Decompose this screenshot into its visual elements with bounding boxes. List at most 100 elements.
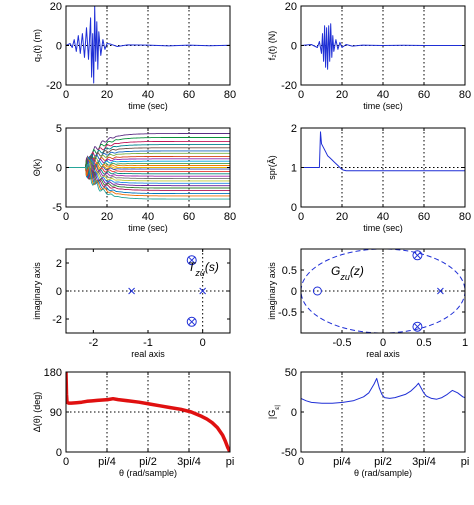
plot-area: [301, 377, 465, 404]
plot-area: [66, 372, 230, 452]
plot-area: [128, 255, 207, 327]
y-axis-label: q₂(t) (m): [32, 29, 42, 62]
x-tick-label: 0: [298, 211, 304, 223]
x-tick-label: pi/2: [374, 456, 392, 468]
x-tick-label: 20: [101, 211, 113, 223]
x-tick-label: pi/4: [98, 456, 116, 468]
annotation: Tzu(s): [188, 260, 219, 278]
x-tick-label: -0.5: [333, 337, 352, 349]
x-tick-label: 3pi/4: [177, 456, 201, 468]
pole-marker: [199, 287, 207, 295]
y-tick-label: -5: [52, 202, 62, 214]
y-tick-label: 0: [56, 41, 62, 53]
x-axis-label: time (sec): [363, 223, 403, 233]
x-axis-label: real axis: [366, 349, 400, 359]
series-line: [66, 137, 230, 169]
pole-marker: [414, 323, 421, 331]
y-tick-label: 0: [291, 41, 297, 53]
y-tick-label: 5: [56, 123, 62, 135]
x-tick-label: 60: [183, 211, 195, 223]
x-tick-label: 20: [101, 89, 113, 101]
x-tick-label: 80: [224, 89, 236, 101]
x-tick-label: 60: [418, 211, 430, 223]
series-line: [66, 161, 230, 177]
x-tick-label: 80: [459, 89, 471, 101]
plot-area: [66, 133, 230, 200]
x-tick-label: 40: [377, 211, 389, 223]
chart-p7: 0 pi/4 pi/2 3pi/4 pi 180 90 0 θ (rad/sample) Δ(θ)…: [32, 367, 234, 478]
y-tick-label: 0: [56, 447, 62, 459]
x-tick-label: 0: [380, 337, 386, 349]
plot-area: [301, 23, 465, 70]
chart-p6: -0.5 0 0.5 1 0.5 0 -0.5 real axis imaginary axis…: [267, 248, 468, 359]
x-axis-label: θ (rad/sample): [119, 468, 177, 478]
x-tick-label: 80: [224, 211, 236, 223]
x-tick-label: 0: [63, 211, 69, 223]
y-axis-label: f₂(t) (N): [267, 31, 277, 60]
y-tick-label: 2: [56, 258, 62, 270]
zero-marker: [186, 255, 197, 266]
plot-area: [301, 131, 465, 172]
x-tick-label: 20: [336, 89, 348, 101]
y-tick-label: 1: [291, 163, 297, 175]
y-tick-label: 90: [50, 407, 62, 419]
y-tick-label: 0: [56, 163, 62, 175]
series-line: [301, 23, 465, 70]
y-tick-label: 0.5: [282, 265, 297, 277]
x-tick-label: 3pi/4: [412, 456, 436, 468]
series-line: [66, 162, 230, 182]
series-line: [66, 159, 230, 189]
zero-marker: [186, 316, 197, 327]
series-line: [66, 158, 230, 175]
pole-marker: [414, 251, 421, 259]
series-line: [66, 158, 230, 177]
x-axis-label: time (sec): [128, 101, 168, 111]
x-tick-label: pi: [226, 456, 235, 468]
y-tick-label: 0: [291, 286, 297, 298]
x-tick-label: pi: [461, 456, 470, 468]
x-tick-label: -2: [88, 337, 98, 349]
x-tick-label: 0: [298, 89, 304, 101]
y-axis-label: |Gε|: [267, 405, 281, 419]
x-tick-label: 40: [377, 89, 389, 101]
y-tick-label: 20: [50, 1, 62, 13]
x-axis-label: θ (rad/sample): [354, 468, 412, 478]
x-tick-label: 0.5: [416, 337, 431, 349]
y-axis-label: imaginary axis: [32, 262, 42, 320]
x-tick-label: 80: [459, 211, 471, 223]
x-axis-label: real axis: [131, 349, 165, 359]
cropped-caption-strip: [0, 496, 474, 505]
y-tick-label: 0: [291, 202, 297, 214]
x-tick-label: 0: [298, 456, 304, 468]
pole-marker: [128, 287, 135, 295]
x-tick-label: 0: [63, 89, 69, 101]
zero-marker: [412, 321, 423, 332]
pole-marker: [188, 318, 196, 326]
series-line: [301, 377, 465, 404]
x-axis-label: time (sec): [128, 223, 168, 233]
series-line: [66, 167, 230, 191]
series-line: [66, 152, 230, 170]
x-tick-label: pi/2: [139, 456, 157, 468]
pole-marker: [188, 256, 196, 264]
series-line: [301, 131, 465, 172]
y-tick-label: 0: [291, 407, 297, 419]
series-line: [66, 163, 230, 200]
y-tick-label: -0.5: [278, 307, 297, 319]
x-axis-label: time (sec): [363, 101, 403, 111]
y-axis-label: Θ(k): [32, 159, 42, 177]
y-tick-label: -2: [52, 314, 62, 326]
plot-area: [66, 6, 230, 84]
annotation: Gzu(z): [331, 264, 364, 282]
y-axis-label: spr(Â): [267, 155, 277, 180]
series-line: [66, 372, 230, 452]
plot-area: [301, 249, 465, 333]
x-tick-label: 60: [418, 89, 430, 101]
chart-p5: -2 -1 0 2 0 -2 real axis imaginary axis Tzu(s): [32, 248, 231, 359]
zero-marker: [412, 250, 423, 261]
